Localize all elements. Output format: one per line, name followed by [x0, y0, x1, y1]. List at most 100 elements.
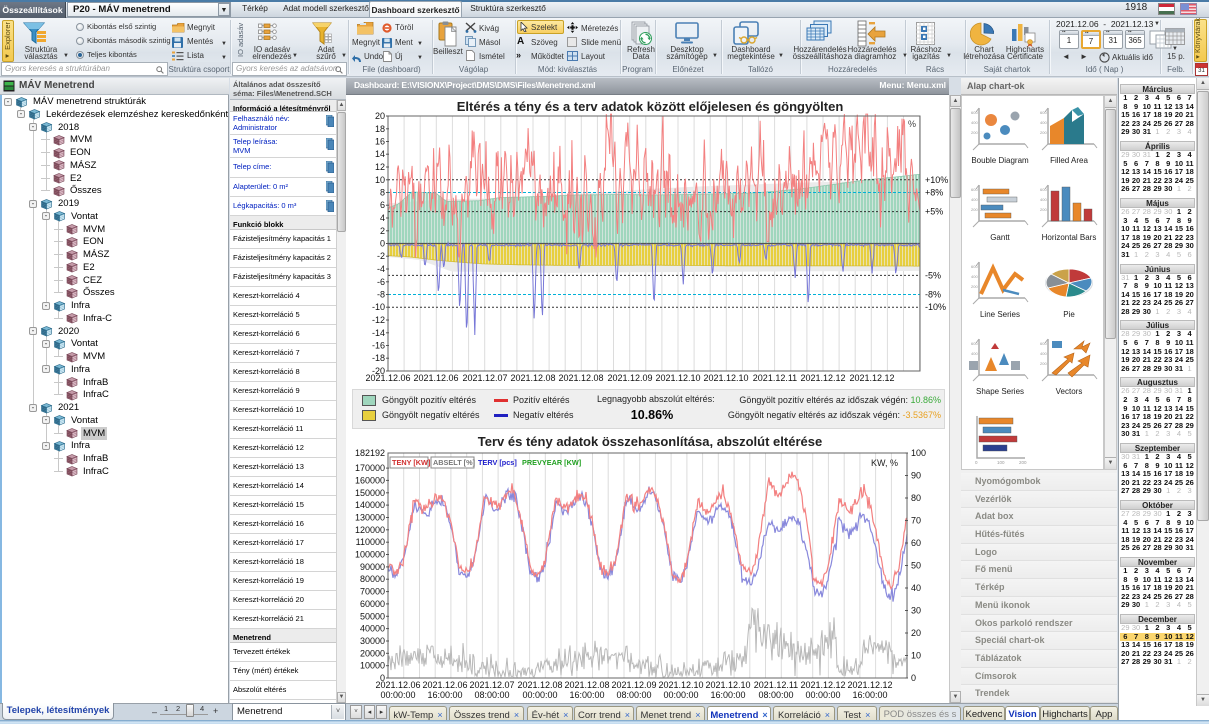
svg-text:-12: -12 — [372, 315, 385, 325]
svg-text:14: 14 — [375, 149, 385, 159]
svg-text:08:00:00: 08:00:00 — [616, 690, 651, 700]
svg-text:30: 30 — [911, 606, 921, 616]
svg-text:2: 2 — [380, 226, 385, 236]
svg-text:2021.12.11: 2021.12.11 — [754, 680, 798, 690]
svg-text:8: 8 — [380, 188, 385, 198]
svg-text:100: 100 — [997, 460, 1005, 465]
svg-text:00:00:00: 00:00:00 — [522, 690, 557, 700]
svg-text:70000: 70000 — [360, 587, 385, 597]
svg-text:30000: 30000 — [360, 636, 385, 646]
svg-text:90000: 90000 — [360, 562, 385, 572]
svg-text:200: 200 — [1040, 361, 1047, 366]
svg-text:600: 600 — [971, 187, 978, 192]
svg-text:ABSELT [%]: ABSELT [%] — [433, 458, 476, 467]
svg-text:08:00:00: 08:00:00 — [758, 690, 793, 700]
svg-text:2021.12.08: 2021.12.08 — [517, 680, 562, 690]
svg-text:160000: 160000 — [355, 475, 385, 485]
svg-text:0: 0 — [975, 460, 978, 465]
svg-text:+8%: +8% — [925, 188, 943, 198]
svg-text:-6: -6 — [377, 277, 385, 287]
svg-text:60: 60 — [911, 538, 921, 548]
svg-text:600: 600 — [1040, 110, 1047, 115]
svg-text:TENY [KW]: TENY [KW] — [392, 458, 431, 467]
svg-text:-5%: -5% — [925, 270, 941, 280]
svg-text:2021.12.06: 2021.12.06 — [365, 373, 410, 383]
svg-text:00:00:00: 00:00:00 — [805, 690, 840, 700]
svg-text:2021.12.08: 2021.12.08 — [510, 373, 555, 383]
svg-text:182192: 182192 — [355, 448, 385, 458]
svg-text:2021.12.07: 2021.12.07 — [469, 680, 514, 690]
svg-text:-8: -8 — [377, 290, 385, 300]
svg-text:200: 200 — [1019, 460, 1027, 465]
svg-text:-20: -20 — [372, 366, 385, 376]
svg-text:16:00:00: 16:00:00 — [852, 690, 887, 700]
svg-text:40000: 40000 — [360, 624, 385, 634]
svg-text:200: 200 — [1040, 207, 1047, 212]
svg-text:400: 400 — [1040, 197, 1047, 202]
svg-text:140000: 140000 — [355, 500, 385, 510]
svg-text:100000: 100000 — [355, 550, 385, 560]
svg-text:%: % — [908, 119, 916, 129]
svg-text:2021.12.06: 2021.12.06 — [413, 373, 458, 383]
svg-text:400: 400 — [1040, 120, 1047, 125]
svg-text:20000: 20000 — [360, 648, 385, 658]
svg-text:TERV [pcs]: TERV [pcs] — [478, 458, 517, 467]
svg-text:400: 400 — [971, 120, 978, 125]
svg-text:16:00:00: 16:00:00 — [427, 690, 462, 700]
svg-text:0: 0 — [380, 239, 385, 249]
svg-text:200: 200 — [971, 130, 978, 135]
svg-text:2021.12.11: 2021.12.11 — [753, 373, 797, 383]
svg-text:2021.12.07: 2021.12.07 — [462, 373, 507, 383]
svg-text:-16: -16 — [372, 341, 385, 351]
svg-text:10: 10 — [375, 175, 385, 185]
svg-text:16:00:00: 16:00:00 — [710, 690, 745, 700]
svg-text:2021.12.06: 2021.12.06 — [375, 680, 420, 690]
svg-text:-8%: -8% — [925, 290, 941, 300]
svg-text:16: 16 — [375, 137, 385, 147]
svg-text:-10%: -10% — [925, 302, 946, 312]
svg-text:40: 40 — [911, 583, 921, 593]
svg-text:2021.12.12: 2021.12.12 — [800, 373, 845, 383]
svg-text:-2: -2 — [377, 251, 385, 261]
svg-text:600: 600 — [971, 341, 978, 346]
svg-text:200: 200 — [971, 207, 978, 212]
svg-text:600: 600 — [1040, 341, 1047, 346]
svg-text:2021.12.10: 2021.12.10 — [658, 680, 703, 690]
svg-text:120000: 120000 — [355, 525, 385, 535]
svg-text:-4: -4 — [377, 264, 385, 274]
svg-text:4: 4 — [380, 213, 385, 223]
svg-text:200: 200 — [971, 284, 978, 289]
svg-text:00:00:00: 00:00:00 — [380, 690, 415, 700]
svg-text:90: 90 — [911, 471, 921, 481]
svg-text:110000: 110000 — [356, 537, 385, 547]
svg-text:2021.12.09: 2021.12.09 — [611, 680, 656, 690]
svg-text:150000: 150000 — [355, 488, 385, 498]
svg-text:130000: 130000 — [355, 513, 385, 523]
svg-text:2021.12.12: 2021.12.12 — [800, 680, 845, 690]
svg-text:600: 600 — [971, 264, 978, 269]
svg-text:2021.12.08: 2021.12.08 — [558, 373, 603, 383]
svg-text:2021.12.09: 2021.12.09 — [607, 373, 652, 383]
svg-text:16:00:00: 16:00:00 — [569, 690, 604, 700]
svg-text:-18: -18 — [372, 353, 385, 363]
svg-text:PREVYEAR [KW]: PREVYEAR [KW] — [522, 458, 582, 467]
svg-text:400: 400 — [971, 197, 978, 202]
svg-text:+5%: +5% — [925, 207, 943, 217]
svg-text:KW, %: KW, % — [871, 458, 898, 468]
svg-text:-14: -14 — [372, 328, 385, 338]
svg-text:50000: 50000 — [360, 611, 385, 621]
svg-text:60000: 60000 — [360, 599, 385, 609]
svg-text:-10: -10 — [372, 302, 385, 312]
svg-text:2021.12.12: 2021.12.12 — [847, 680, 892, 690]
svg-text:170000: 170000 — [355, 463, 385, 473]
svg-text:2021.12.10: 2021.12.10 — [705, 680, 750, 690]
svg-text:+10%: +10% — [925, 175, 948, 185]
svg-text:2021.12.10: 2021.12.10 — [655, 373, 700, 383]
svg-text:70: 70 — [911, 516, 921, 526]
svg-text:200: 200 — [1040, 130, 1047, 135]
svg-text:400: 400 — [971, 351, 978, 356]
svg-text:2021.12.10: 2021.12.10 — [703, 373, 748, 383]
svg-text:600: 600 — [1040, 187, 1047, 192]
svg-text:20: 20 — [911, 628, 921, 638]
svg-text:80000: 80000 — [360, 574, 385, 584]
